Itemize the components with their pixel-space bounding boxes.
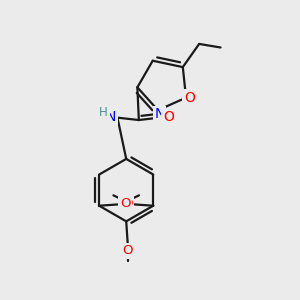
Text: O: O bbox=[163, 110, 174, 124]
Text: N: N bbox=[106, 110, 116, 124]
Text: O: O bbox=[120, 197, 131, 210]
Text: O: O bbox=[122, 197, 132, 210]
Text: O: O bbox=[184, 91, 195, 105]
Text: H: H bbox=[99, 106, 108, 119]
Text: N: N bbox=[154, 107, 165, 122]
Text: O: O bbox=[122, 244, 133, 257]
